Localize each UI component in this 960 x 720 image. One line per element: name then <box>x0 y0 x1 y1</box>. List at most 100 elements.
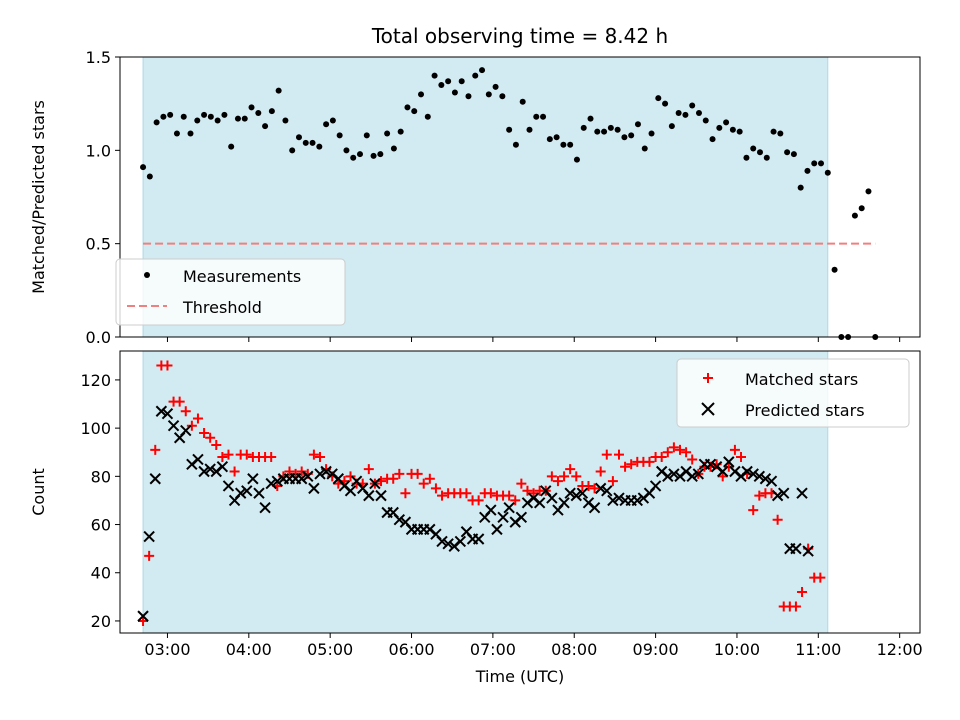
predicted-star-point <box>765 475 778 487</box>
y-tick-label: 80 <box>91 467 111 486</box>
predicted-star-point <box>686 470 698 483</box>
matched-star-point <box>815 572 826 583</box>
matched-star-point <box>461 488 472 499</box>
predicted-star-point <box>363 489 375 502</box>
predicted-star-point <box>192 453 204 466</box>
matched-star-point <box>668 442 679 453</box>
matched-star-point <box>217 452 228 463</box>
matched-star-point <box>736 452 747 463</box>
predicted-star-point <box>717 465 729 478</box>
measurement-point <box>818 160 825 167</box>
matched-star-point <box>675 444 685 455</box>
predicted-star-point <box>204 463 216 475</box>
predicted-star-point <box>302 470 314 483</box>
measurement-point <box>506 126 513 133</box>
predicted-star-point <box>241 485 253 497</box>
measurement-point <box>323 121 330 128</box>
matched-star-point <box>223 449 234 460</box>
matched-star-point <box>430 483 441 494</box>
matched-star-point <box>388 473 399 484</box>
predicted-star-point <box>253 487 265 499</box>
matched-star-point <box>681 447 692 458</box>
matched-star-point <box>516 478 527 489</box>
matched-star-point <box>400 488 411 499</box>
predicted-star-point <box>741 465 753 478</box>
measurement-point <box>404 104 411 111</box>
measurement-point <box>634 121 641 128</box>
measurement-point <box>221 111 228 118</box>
bottom-panel: 03:00 04:00 05:00 06:00 07:00 08:00 09:00 10:00… <box>29 350 923 686</box>
predicted-star-point <box>515 511 528 524</box>
matched-star-point <box>772 514 783 525</box>
measurement-point <box>295 134 302 141</box>
measurement-point <box>214 117 221 124</box>
predicted-star-point <box>558 497 570 509</box>
measurement-point <box>743 154 750 161</box>
measurement-point <box>777 130 784 137</box>
matched-star-point <box>717 471 728 482</box>
predicted-star-point <box>485 504 497 516</box>
measurement-point <box>567 141 574 148</box>
measurement-point <box>268 108 275 115</box>
measurement-point <box>418 91 425 98</box>
predicted-star-point <box>649 480 662 492</box>
matched-star-point <box>150 444 161 455</box>
predicted-star-point <box>778 487 790 499</box>
x-tick-label: 04:00 <box>226 640 272 659</box>
matched-star-point <box>687 454 698 465</box>
measurement-point <box>668 123 675 130</box>
predicted-star-point <box>436 535 448 548</box>
y-axis-label: Count <box>29 468 48 516</box>
matched-star-point <box>315 452 325 463</box>
predicted-star-point <box>790 542 802 555</box>
matched-star-point <box>656 452 667 463</box>
measurement-point <box>275 87 282 94</box>
measurement-point <box>526 126 533 133</box>
predicted-star-point <box>393 514 406 526</box>
predicted-star-point <box>137 610 149 622</box>
matched-star-point <box>723 461 734 472</box>
measurement-point <box>316 143 323 150</box>
y-tick-label: 40 <box>91 564 111 583</box>
measurement-point <box>702 117 709 124</box>
axes-frame <box>119 350 921 634</box>
measurement-point <box>390 145 397 152</box>
matched-star-point <box>626 459 637 470</box>
measurement-point <box>262 123 269 130</box>
predicted-star-point <box>155 405 168 417</box>
x-tick-label: 03:00 <box>144 640 190 659</box>
predicted-star-point <box>295 473 308 485</box>
measurement-point <box>784 149 791 156</box>
matched-star-point <box>229 466 240 477</box>
x-tick-label: 08:00 <box>551 640 597 659</box>
measurement-point <box>363 132 370 139</box>
measurement-point <box>499 93 506 100</box>
legend-marker-measurements <box>144 272 150 278</box>
matched-star-point <box>485 488 496 499</box>
measurement-point <box>180 113 187 120</box>
predicted-star-point <box>692 468 705 480</box>
legend: Measurements Threshold <box>115 258 346 326</box>
matched-star-point <box>180 406 191 417</box>
matched-star-point <box>241 449 252 460</box>
series-predicted-stars <box>137 405 814 622</box>
predicted-star-point <box>198 465 210 478</box>
matched-star-point <box>790 601 801 612</box>
measurement-point <box>729 126 736 133</box>
axes-frame <box>119 56 921 338</box>
predicted-star-point <box>149 473 161 485</box>
measurement-point <box>770 128 777 135</box>
legend-label: Predicted stars <box>745 401 865 420</box>
measurement-point <box>580 124 587 131</box>
measurement-point <box>621 134 628 141</box>
predicted-star-point <box>167 420 180 432</box>
matched-star-point <box>394 468 405 479</box>
predicted-star-point <box>472 533 485 545</box>
matched-star-point <box>199 427 210 438</box>
predicted-star-point <box>802 545 814 557</box>
matched-star-point <box>192 413 203 424</box>
matched-star-point <box>546 471 557 482</box>
predicted-star-point <box>607 494 619 507</box>
matched-star-point <box>571 471 582 482</box>
measurement-point <box>648 130 655 137</box>
